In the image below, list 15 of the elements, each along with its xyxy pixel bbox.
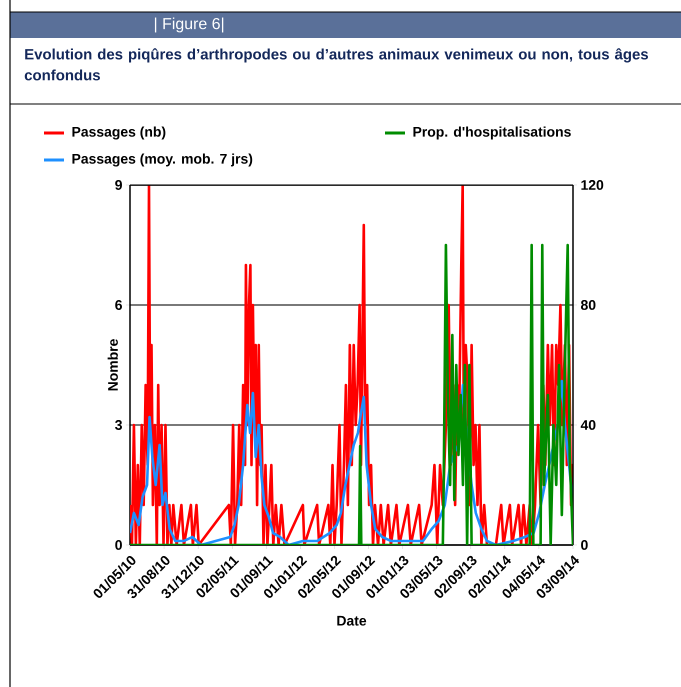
- y-tick-label: 6: [115, 300, 122, 310]
- y2-tick-label: 0: [581, 540, 588, 550]
- legend-label: Passages (nb): [72, 126, 166, 140]
- y-axis-title: Nombre: [108, 339, 118, 390]
- legend-label: Passages (moy. mob. 7 jrs): [72, 153, 252, 167]
- legend-label: Prop. d'hospitalisations: [413, 126, 571, 140]
- y2-tick-label: 120: [581, 180, 604, 190]
- x-axis-title: Date: [337, 616, 366, 626]
- y-tick-label: 0: [115, 540, 122, 550]
- y2-tick-label: 80: [580, 300, 596, 310]
- y2-tick-label: 40: [580, 420, 596, 430]
- chart-title: | Figure 6|: [154, 18, 224, 32]
- y-tick-label: 9: [115, 180, 122, 190]
- y-tick-label: 3: [115, 420, 122, 430]
- chart-subtitle: Evolution des piqûres d’arthropodes ou d’autres animaux venimeux ou non, tous âges confondus: [24, 48, 648, 80]
